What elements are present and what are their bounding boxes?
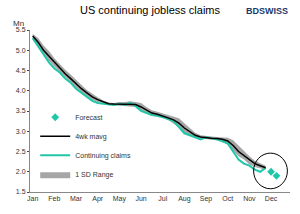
svg-text:1 SD Range: 1 SD Range (75, 171, 113, 179)
svg-text:5.5: 5.5 (16, 26, 26, 33)
svg-text:4wk mavg: 4wk mavg (75, 133, 107, 141)
svg-text:5.0: 5.0 (16, 47, 26, 54)
svg-text:Feb: Feb (48, 195, 60, 202)
svg-text:BDSWISS: BDSWISS (246, 6, 288, 16)
svg-text:Jul: Jul (158, 195, 167, 202)
svg-text:1.5: 1.5 (16, 188, 26, 195)
svg-text:May: May (113, 195, 127, 203)
svg-text:Forecast: Forecast (75, 114, 102, 121)
svg-text:4.0: 4.0 (16, 87, 26, 94)
svg-text:Mar: Mar (70, 195, 83, 202)
svg-text:US continuing jobless claims: US continuing jobless claims (80, 4, 221, 16)
svg-text:4.5: 4.5 (16, 67, 26, 74)
svg-text:Dec: Dec (265, 195, 278, 202)
svg-text:Nov: Nov (243, 195, 256, 202)
svg-text:Jun: Jun (135, 195, 146, 202)
svg-text:Oct: Oct (222, 195, 233, 202)
svg-text:2.0: 2.0 (16, 168, 26, 175)
svg-text:2.5: 2.5 (16, 148, 26, 155)
svg-text:Mn: Mn (13, 19, 24, 28)
svg-text:Jan: Jan (27, 195, 38, 202)
svg-text:Aug: Aug (178, 195, 191, 203)
svg-text:3.0: 3.0 (16, 128, 26, 135)
svg-text:Apr: Apr (92, 195, 104, 203)
svg-text:Sep: Sep (200, 195, 213, 203)
svg-text:Continuing claims: Continuing claims (75, 152, 131, 160)
svg-text:3.5: 3.5 (16, 107, 26, 114)
